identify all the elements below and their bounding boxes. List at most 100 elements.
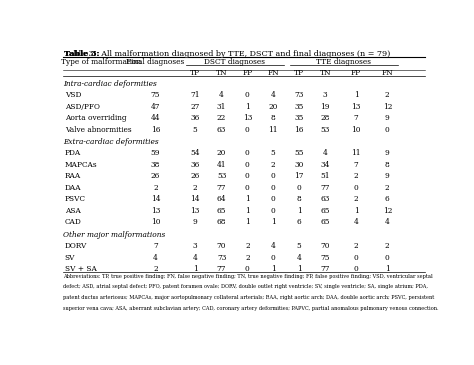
Text: 9: 9 (385, 114, 390, 122)
Text: 2: 2 (193, 184, 198, 192)
Text: 65: 65 (217, 207, 227, 215)
Text: 14: 14 (151, 195, 160, 203)
Text: 2: 2 (245, 242, 250, 250)
Text: superior vena cava; ASA, aberrant subclavian artery; CAD, coronary artery deform: superior vena cava; ASA, aberrant subcla… (63, 306, 438, 311)
Text: 36: 36 (191, 114, 200, 122)
Text: 75: 75 (151, 91, 160, 99)
Text: 0: 0 (245, 126, 250, 134)
Text: 53: 53 (217, 172, 226, 180)
Text: 68: 68 (217, 218, 227, 226)
Text: 0: 0 (271, 254, 275, 262)
Text: PDA: PDA (65, 149, 81, 157)
Text: 8: 8 (271, 114, 275, 122)
Text: 26: 26 (151, 172, 160, 180)
Text: 5: 5 (297, 242, 301, 250)
Text: 75: 75 (320, 254, 330, 262)
Text: 0: 0 (271, 195, 275, 203)
Text: 0: 0 (354, 184, 358, 192)
Text: 14: 14 (191, 195, 200, 203)
Text: ASA: ASA (65, 207, 81, 215)
Text: 65: 65 (320, 207, 330, 215)
Text: 0: 0 (245, 172, 250, 180)
Text: 31: 31 (217, 103, 226, 111)
Text: 51: 51 (320, 172, 330, 180)
Text: defect; ASD, atrial septal defect; PFO, patent foramen ovale; DORV, double outle: defect; ASD, atrial septal defect; PFO, … (63, 284, 428, 289)
Text: 4: 4 (219, 91, 224, 99)
Text: 77: 77 (320, 184, 330, 192)
Text: 0: 0 (271, 184, 275, 192)
Text: 27: 27 (191, 103, 200, 111)
Text: 4: 4 (193, 254, 198, 262)
Text: 1: 1 (354, 91, 358, 99)
Text: 4: 4 (271, 91, 275, 99)
Text: 9: 9 (385, 149, 390, 157)
Text: DORV: DORV (65, 242, 87, 250)
Text: 44: 44 (151, 114, 160, 122)
Text: 64: 64 (217, 195, 227, 203)
Text: 10: 10 (351, 126, 361, 134)
Text: 6: 6 (385, 195, 390, 203)
Text: PSVC: PSVC (65, 195, 86, 203)
Text: 55: 55 (294, 149, 304, 157)
Text: 54: 54 (191, 149, 200, 157)
Text: FP: FP (242, 69, 252, 77)
Text: 1: 1 (271, 218, 275, 226)
Text: 4: 4 (354, 218, 358, 226)
Text: 28: 28 (320, 114, 330, 122)
Text: 53: 53 (320, 126, 330, 134)
Text: 0: 0 (385, 254, 390, 262)
Text: 47: 47 (151, 103, 160, 111)
Text: 1: 1 (193, 265, 198, 273)
Text: 17: 17 (294, 172, 304, 180)
Text: 4: 4 (271, 242, 275, 250)
Text: 38: 38 (151, 161, 160, 169)
Text: 7: 7 (354, 114, 358, 122)
Text: 4: 4 (153, 254, 158, 262)
Text: Intra-cardiac deformities: Intra-cardiac deformities (63, 80, 157, 88)
Text: 73: 73 (294, 91, 304, 99)
Text: FP: FP (351, 69, 361, 77)
Text: SV: SV (65, 254, 75, 262)
Text: 2: 2 (245, 254, 250, 262)
Text: 2: 2 (385, 91, 390, 99)
Text: 9: 9 (385, 172, 390, 180)
Text: TN: TN (216, 69, 228, 77)
Text: 63: 63 (217, 126, 226, 134)
Text: 11: 11 (268, 126, 278, 134)
Text: 13: 13 (243, 114, 252, 122)
Text: 10: 10 (151, 218, 160, 226)
Text: 1: 1 (245, 218, 250, 226)
Text: TP: TP (190, 69, 200, 77)
Text: 0: 0 (385, 126, 390, 134)
Text: 7: 7 (153, 242, 158, 250)
Text: 13: 13 (351, 103, 361, 111)
Text: DSCT diagnoses: DSCT diagnoses (204, 58, 264, 66)
Text: Table 3:: Table 3: (64, 50, 100, 58)
Text: FN: FN (382, 69, 393, 77)
Text: 13: 13 (191, 207, 200, 215)
Text: 0: 0 (245, 265, 250, 273)
Text: 2: 2 (153, 265, 158, 273)
Text: 7: 7 (354, 161, 358, 169)
Text: 9: 9 (193, 218, 198, 226)
Text: DAA: DAA (65, 184, 82, 192)
Text: 6: 6 (297, 218, 301, 226)
Text: 0: 0 (297, 184, 301, 192)
Text: 1: 1 (297, 265, 301, 273)
Text: 73: 73 (217, 254, 226, 262)
Text: Table 3:: Table 3: (64, 50, 100, 58)
Text: 12: 12 (383, 207, 392, 215)
Text: 0: 0 (245, 149, 250, 157)
Text: Extra-cardiac deformities: Extra-cardiac deformities (63, 138, 158, 146)
Text: 22: 22 (217, 114, 226, 122)
Text: 1: 1 (354, 207, 358, 215)
Text: SV + SA: SV + SA (65, 265, 97, 273)
Text: 77: 77 (217, 184, 227, 192)
Text: 2: 2 (153, 184, 158, 192)
Text: 70: 70 (320, 242, 330, 250)
Text: 4: 4 (297, 254, 301, 262)
Text: 1: 1 (245, 195, 250, 203)
Text: 13: 13 (151, 207, 160, 215)
Text: 12: 12 (383, 103, 392, 111)
Text: 8: 8 (297, 195, 301, 203)
